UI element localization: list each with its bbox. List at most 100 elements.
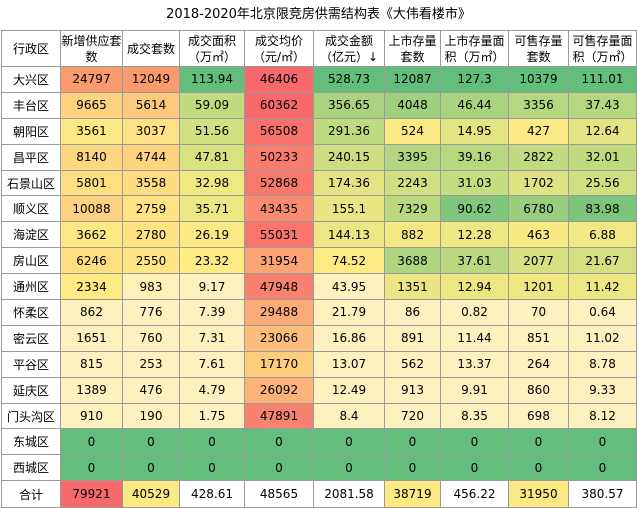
value-cell: 60362 xyxy=(244,91,314,119)
value-cell: 0 xyxy=(122,428,180,456)
value-cell: 70 xyxy=(508,299,569,326)
value-cell: 9.91 xyxy=(440,376,509,404)
value-cell: 0 xyxy=(313,454,385,482)
value-cell: 2334 xyxy=(60,273,123,301)
value-cell: 16.86 xyxy=(313,324,385,352)
value-cell: 528.73 xyxy=(313,66,385,93)
value-cell: 0 xyxy=(179,428,245,456)
value-cell: 74.52 xyxy=(313,247,385,275)
value-cell: 50233 xyxy=(244,143,314,171)
value-cell: 4744 xyxy=(122,143,180,171)
value-cell: 1351 xyxy=(384,273,441,301)
value-cell: 174.36 xyxy=(313,169,385,197)
value-cell: 0 xyxy=(244,454,314,482)
district-cell: 海淀区 xyxy=(1,221,61,249)
value-cell: 1.75 xyxy=(179,402,245,430)
value-cell: 463 xyxy=(508,221,569,249)
table-row: 丰台区 9665 5614 59.09 60362 356.65 4048 46.44 3356… xyxy=(1,91,637,119)
value-cell: 47948 xyxy=(244,273,314,301)
table-row: 延庆区 1389 476 4.79 26092 12.49 913 9.91 860 9.33 xyxy=(1,376,637,404)
district-cell: 通州区 xyxy=(1,273,61,301)
value-cell: 0 xyxy=(508,428,569,456)
value-cell: 0 xyxy=(440,454,509,482)
value-cell: 7329 xyxy=(384,195,441,223)
value-cell: 26.19 xyxy=(179,221,245,249)
value-cell: 13.37 xyxy=(440,350,509,378)
table-row: 昌平区 8140 4744 47.81 50233 240.15 3395 39.16 2822… xyxy=(1,143,637,171)
value-cell: 1702 xyxy=(508,169,569,197)
table-row: 朝阳区 3561 3037 51.56 56508 291.36 524 14.95 427 12… xyxy=(1,117,637,145)
value-cell: 43.95 xyxy=(313,273,385,301)
value-cell: 11.42 xyxy=(568,273,637,301)
value-cell: 48565 xyxy=(244,480,314,508)
value-cell: 476 xyxy=(122,376,180,404)
value-cell: 12.64 xyxy=(568,117,637,145)
value-cell: 3688 xyxy=(384,247,441,275)
district-cell: 平谷区 xyxy=(1,350,61,378)
value-cell: 8.78 xyxy=(568,350,637,378)
district-cell: 门头沟区 xyxy=(1,402,61,430)
value-cell: 59.09 xyxy=(179,91,245,119)
column-header: 上市存量套数 xyxy=(384,30,441,67)
value-cell: 6780 xyxy=(508,195,569,223)
column-header: 成交均价（元/㎡） xyxy=(244,30,314,67)
value-cell: 0 xyxy=(313,428,385,456)
value-cell: 253 xyxy=(122,350,180,378)
table-body: 大兴区 24797 12049 113.94 46406 528.73 12087 127.3… xyxy=(1,66,637,508)
table-title: 2018-2020年北京限竞房供需结构表《大伟看楼市》 xyxy=(166,7,471,22)
header-row: 行政区 新增供应套数 成交套数 成交面积（万㎡） 成交均价（元/㎡） 成交金额（亿元）↓ 上… xyxy=(1,30,637,67)
value-cell: 52868 xyxy=(244,169,314,197)
value-cell: 11.02 xyxy=(568,324,637,352)
value-cell: 38719 xyxy=(384,480,441,508)
value-cell: 882 xyxy=(384,221,441,249)
value-cell: 155.1 xyxy=(313,195,385,223)
value-cell: 0 xyxy=(60,454,123,482)
district-cell: 东城区 xyxy=(1,428,61,456)
value-cell: 0 xyxy=(60,428,123,456)
value-cell: 12049 xyxy=(122,66,180,93)
table-row: 海淀区 3662 2780 26.19 55031 144.13 882 12.28 463 6.… xyxy=(1,221,637,249)
value-cell: 46406 xyxy=(244,66,314,93)
value-cell: 7.31 xyxy=(179,324,245,352)
value-cell: 3037 xyxy=(122,117,180,145)
value-cell: 815 xyxy=(60,350,123,378)
value-cell: 12.94 xyxy=(440,273,509,301)
value-cell: 190 xyxy=(122,402,180,430)
value-cell: 13.07 xyxy=(313,350,385,378)
district-cell: 合计 xyxy=(1,480,61,508)
column-header: 成交套数 xyxy=(122,30,180,67)
value-cell: 32.98 xyxy=(179,169,245,197)
value-cell: 5801 xyxy=(60,169,123,197)
value-cell: 10088 xyxy=(60,195,123,223)
value-cell: 90.62 xyxy=(440,195,509,223)
value-cell: 264 xyxy=(508,350,569,378)
value-cell: 851 xyxy=(508,324,569,352)
value-cell: 12.28 xyxy=(440,221,509,249)
total-row: 合计 79921 40529 428.61 48565 2081.58 38719 456.2… xyxy=(1,480,637,508)
value-cell: 0 xyxy=(179,454,245,482)
supply-demand-table: 行政区 新增供应套数 成交套数 成交面积（万㎡） 成交均价（元/㎡） 成交金额（亿元）↓ 上… xyxy=(1,30,637,508)
value-cell: 8.35 xyxy=(440,402,509,430)
value-cell: 8.4 xyxy=(313,402,385,430)
value-cell: 860 xyxy=(508,376,569,404)
value-cell: 12.49 xyxy=(313,376,385,404)
value-cell: 55031 xyxy=(244,221,314,249)
column-header: 行政区 xyxy=(1,30,61,67)
value-cell: 12087 xyxy=(384,66,441,93)
value-cell: 0 xyxy=(568,454,637,482)
value-cell: 0 xyxy=(244,428,314,456)
value-cell: 291.36 xyxy=(313,117,385,145)
value-cell: 891 xyxy=(384,324,441,352)
value-cell: 6246 xyxy=(60,247,123,275)
district-cell: 西城区 xyxy=(1,454,61,482)
value-cell: 3395 xyxy=(384,143,441,171)
value-cell: 0.64 xyxy=(568,299,637,326)
value-cell: 524 xyxy=(384,117,441,145)
district-cell: 顺义区 xyxy=(1,195,61,223)
value-cell: 23066 xyxy=(244,324,314,352)
value-cell: 913 xyxy=(384,376,441,404)
value-cell: 910 xyxy=(60,402,123,430)
value-cell: 111.01 xyxy=(568,66,637,93)
value-cell: 3356 xyxy=(508,91,569,119)
value-cell: 9.33 xyxy=(568,376,637,404)
